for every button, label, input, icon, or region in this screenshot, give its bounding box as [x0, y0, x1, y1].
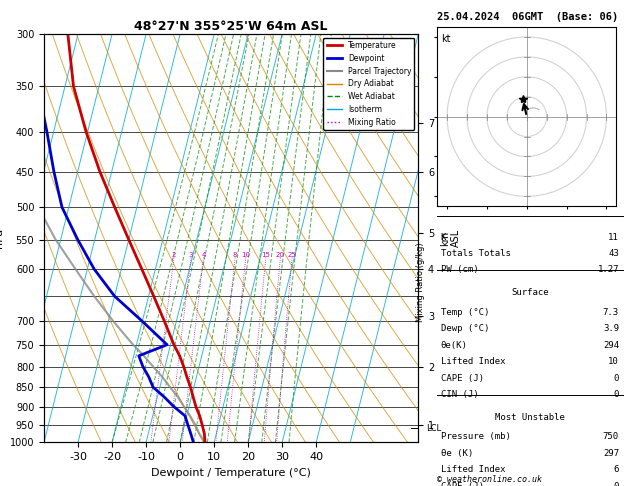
- Text: Totals Totals: Totals Totals: [441, 249, 511, 258]
- Text: 2: 2: [172, 252, 176, 258]
- Text: 7.3: 7.3: [603, 308, 619, 317]
- Text: θe (K): θe (K): [441, 449, 473, 458]
- Text: © weatheronline.co.uk: © weatheronline.co.uk: [437, 474, 542, 484]
- Text: PW (cm): PW (cm): [441, 265, 479, 275]
- Text: 0: 0: [614, 482, 619, 486]
- Text: CIN (J): CIN (J): [441, 390, 479, 399]
- Text: θe(K): θe(K): [441, 341, 468, 350]
- Text: CAPE (J): CAPE (J): [441, 374, 484, 382]
- Text: 3: 3: [189, 252, 193, 258]
- Text: 750: 750: [603, 433, 619, 441]
- Legend: Temperature, Dewpoint, Parcel Trajectory, Dry Adiabat, Wet Adiabat, Isotherm, Mi: Temperature, Dewpoint, Parcel Trajectory…: [323, 38, 415, 130]
- Text: Mixing Ratio (g/kg): Mixing Ratio (g/kg): [416, 242, 425, 322]
- Text: LCL: LCL: [426, 424, 441, 433]
- Text: Pressure (mb): Pressure (mb): [441, 433, 511, 441]
- Text: 25: 25: [287, 252, 296, 258]
- Text: 0: 0: [614, 374, 619, 382]
- Text: K: K: [441, 233, 446, 242]
- Text: CAPE (J): CAPE (J): [441, 482, 484, 486]
- X-axis label: Dewpoint / Temperature (°C): Dewpoint / Temperature (°C): [151, 468, 311, 478]
- Text: 15: 15: [262, 252, 270, 258]
- Text: kt: kt: [441, 34, 450, 44]
- Text: 25.04.2024  06GMT  (Base: 06): 25.04.2024 06GMT (Base: 06): [437, 12, 618, 22]
- Text: 10: 10: [608, 357, 619, 366]
- Y-axis label: km
ASL: km ASL: [440, 229, 462, 247]
- Text: 297: 297: [603, 449, 619, 458]
- Text: 4: 4: [201, 252, 206, 258]
- Title: 48°27'N 355°25'W 64m ASL: 48°27'N 355°25'W 64m ASL: [135, 20, 328, 33]
- Text: 0: 0: [614, 390, 619, 399]
- Y-axis label: hPa: hPa: [0, 228, 4, 248]
- Text: Temp (°C): Temp (°C): [441, 308, 489, 317]
- Text: Lifted Index: Lifted Index: [441, 465, 505, 474]
- Text: 8: 8: [233, 252, 237, 258]
- Text: 3.9: 3.9: [603, 324, 619, 333]
- Text: 10: 10: [242, 252, 250, 258]
- Text: 6: 6: [614, 465, 619, 474]
- Text: Most Unstable: Most Unstable: [495, 413, 565, 422]
- Text: 43: 43: [608, 249, 619, 258]
- Text: Lifted Index: Lifted Index: [441, 357, 505, 366]
- Text: 294: 294: [603, 341, 619, 350]
- Text: 20: 20: [276, 252, 285, 258]
- Text: Dewp (°C): Dewp (°C): [441, 324, 489, 333]
- Text: Surface: Surface: [511, 288, 548, 297]
- Text: 11: 11: [608, 233, 619, 242]
- Text: 1.27: 1.27: [598, 265, 619, 275]
